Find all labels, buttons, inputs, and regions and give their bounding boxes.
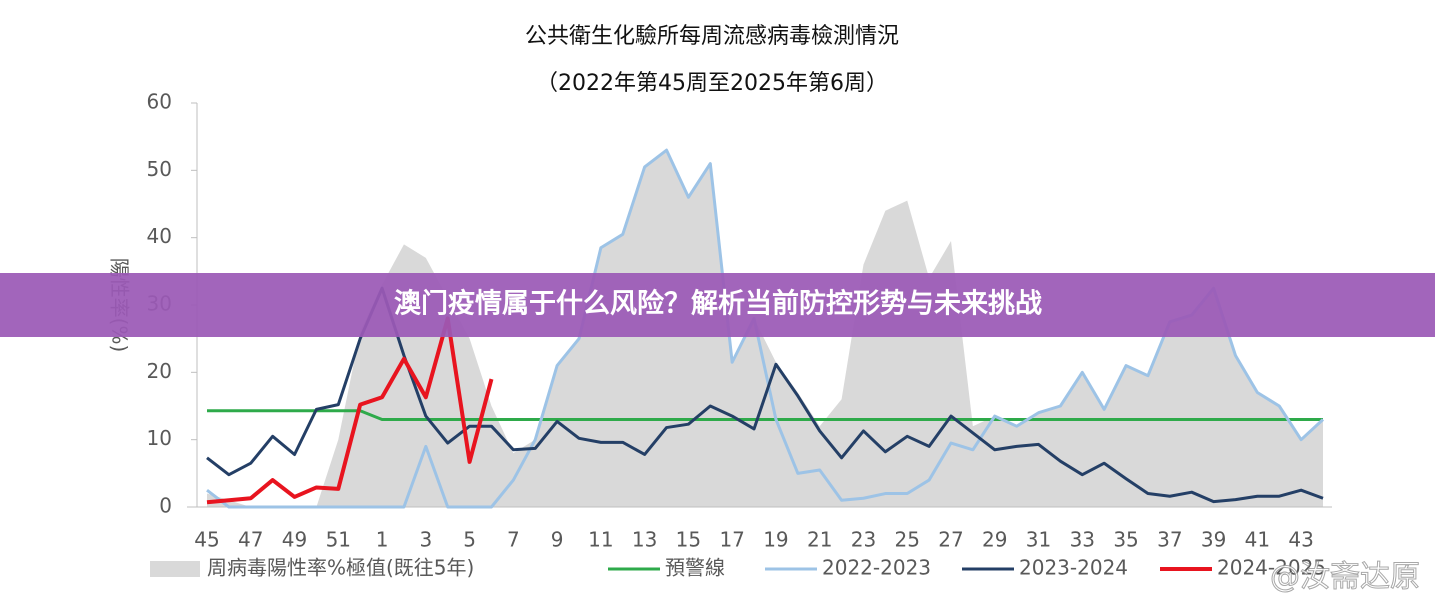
y-tick-label: 0 <box>159 494 172 518</box>
x-tick-label: 9 <box>551 528 564 552</box>
chart-subtitle: （2022年第45周至2025年第6周） <box>536 71 888 96</box>
x-tick-label: 5 <box>463 528 476 552</box>
x-tick-label: 25 <box>895 528 920 552</box>
x-tick-label: 37 <box>1157 528 1182 552</box>
x-tick-label: 13 <box>632 528 657 552</box>
y-tick-label: 10 <box>147 426 172 450</box>
legend-label: 周病毒陽性率%極值(既往5年) <box>207 556 474 580</box>
y-tick-label: 60 <box>147 90 172 114</box>
x-tick-label: 11 <box>588 528 613 552</box>
legend: 周病毒陽性率%極值(既往5年) 預警線 2022-2023 2023-2024 2024… <box>150 556 1326 580</box>
x-tick-label: 21 <box>807 528 832 552</box>
x-tick-label: 19 <box>763 528 788 552</box>
y-tick-label: 40 <box>147 224 172 248</box>
x-tick-label: 31 <box>1026 528 1051 552</box>
x-tick-label: 23 <box>851 528 876 552</box>
x-tick-label: 29 <box>982 528 1007 552</box>
x-tick-label: 15 <box>676 528 701 552</box>
x-tick-label: 33 <box>1070 528 1095 552</box>
legend-label: 預警線 <box>665 556 725 580</box>
x-tick-label: 45 <box>194 528 219 552</box>
legend-label: 2024-2025 <box>1217 556 1326 580</box>
x-tick-label: 7 <box>507 528 520 552</box>
legend-swatch <box>150 561 200 577</box>
banner <box>0 273 1435 337</box>
series-line <box>207 409 1323 421</box>
x-tick-label: 43 <box>1288 528 1313 552</box>
chart-title: 公共衛生化驗所每周流感病毒檢測情況 <box>525 24 899 49</box>
x-tick-label: 39 <box>1201 528 1226 552</box>
y-tick-label: 20 <box>147 359 172 383</box>
y-tick-label: 50 <box>147 157 172 181</box>
x-tick-label: 47 <box>238 528 263 552</box>
x-tick-label: 41 <box>1245 528 1270 552</box>
watermark: @汝斋达原 <box>1270 560 1420 595</box>
x-tick-label: 3 <box>419 528 432 552</box>
x-tick-label: 51 <box>326 528 351 552</box>
x-tick-label: 17 <box>719 528 744 552</box>
x-tick-label: 35 <box>1113 528 1138 552</box>
series-line <box>206 148 1325 509</box>
x-tick-label: 49 <box>282 528 307 552</box>
banner-text: 澳门疫情属于什么风险？解析当前防控形势与未来挑战 <box>394 288 1042 320</box>
legend-label: 2023-2024 <box>1019 556 1128 580</box>
series-area <box>207 150 1323 507</box>
legend-label: 2022-2023 <box>822 556 931 580</box>
x-tick-label: 1 <box>376 528 389 552</box>
x-tick-label: 27 <box>938 528 963 552</box>
